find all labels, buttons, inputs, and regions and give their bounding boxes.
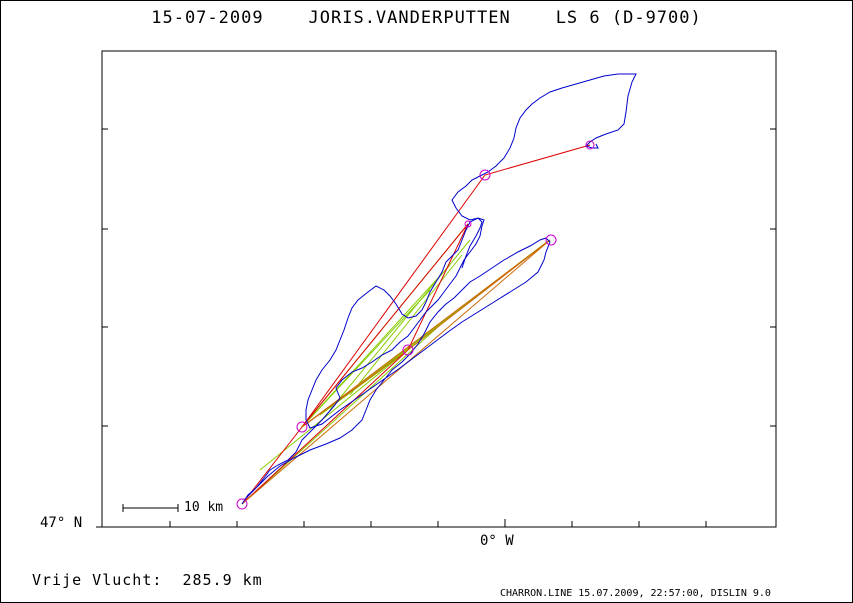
turnpoint-5	[464, 220, 472, 228]
credit-line: CHARRON.LINE 15.07.2009, 22:57:00, DISLI…	[500, 588, 771, 599]
free-flight-distance: Vrije Vlucht: 285.9 km	[32, 571, 263, 589]
latitude-label: 47° N	[40, 515, 83, 531]
turnpoint-1	[296, 421, 308, 433]
plot-frame	[101, 50, 777, 528]
triangle-sector-lines	[241, 223, 551, 505]
axis-ticks	[96, 128, 776, 528]
scale-bar-label: 10 km	[184, 500, 224, 515]
turnpoint-2	[402, 344, 414, 356]
page-title: 15-07-2009 JORIS.VANDERPUTTEN LS 6 (D-97…	[151, 8, 702, 28]
course-lines	[241, 144, 591, 505]
course-line-orange-1	[241, 239, 551, 505]
longitude-label: 0° W	[480, 533, 514, 549]
turnpoints	[236, 140, 595, 510]
course-line-red-triangle	[241, 223, 469, 505]
course-line-red-main	[241, 144, 591, 505]
flight-track	[241, 217, 551, 505]
turnpoint-3	[479, 169, 491, 181]
scale-bar	[122, 504, 179, 512]
flight-track-north	[451, 73, 637, 269]
turnpoint-start	[236, 498, 248, 510]
turnpoint-finish	[585, 140, 595, 150]
turnpoint-4	[545, 234, 557, 246]
